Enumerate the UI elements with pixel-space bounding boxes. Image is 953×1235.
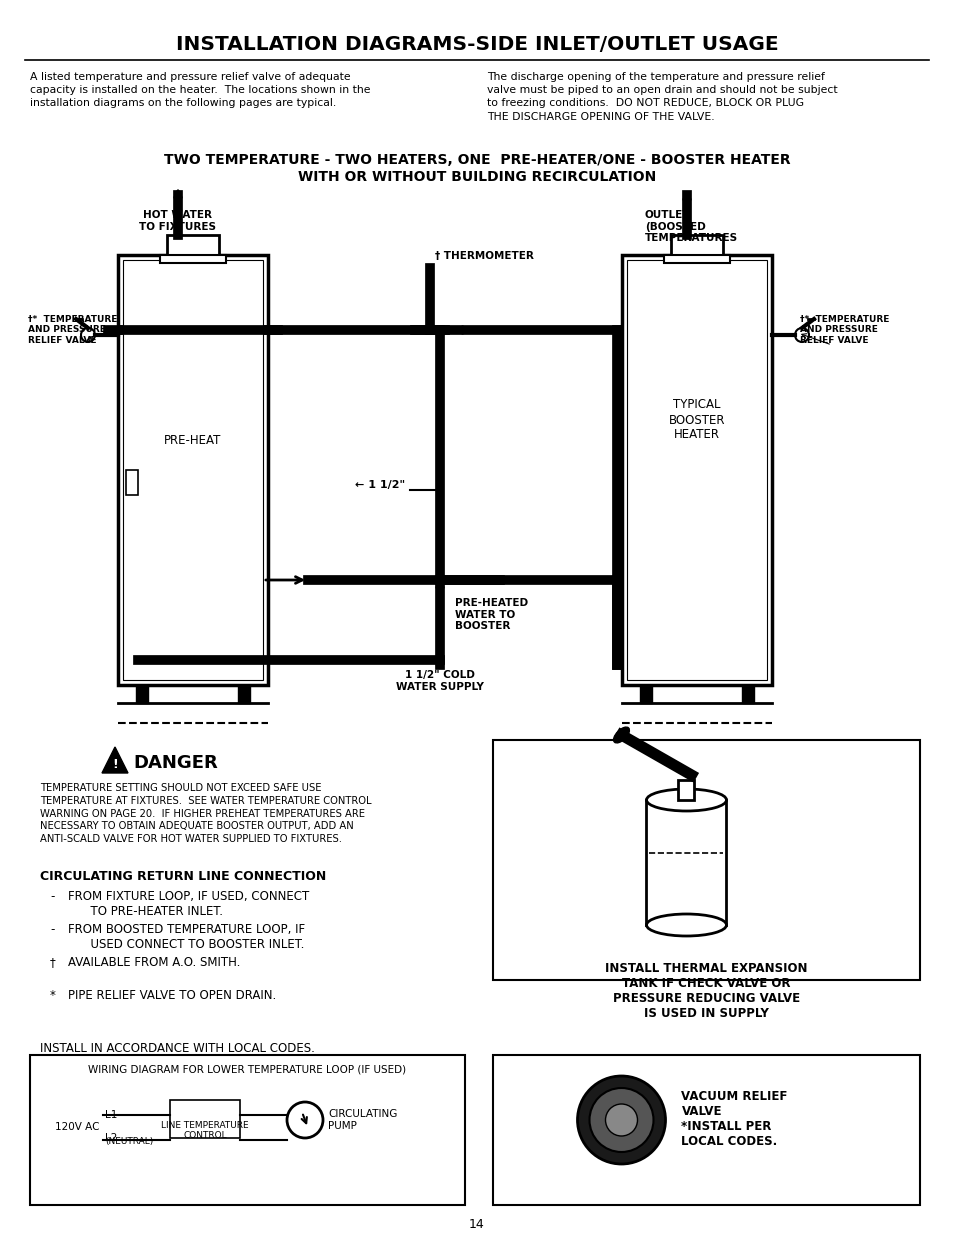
Text: TEMPERATURE SETTING SHOULD NOT EXCEED SAFE USE
TEMPERATURE AT FIXTURES.  SEE WAT: TEMPERATURE SETTING SHOULD NOT EXCEED SA… xyxy=(40,783,371,845)
Circle shape xyxy=(81,329,95,342)
Bar xyxy=(159,254,226,263)
Bar xyxy=(30,1055,464,1205)
Text: INSTALLATION DIAGRAMS-SIDE INLET/OUTLET USAGE: INSTALLATION DIAGRAMS-SIDE INLET/OUTLET … xyxy=(175,36,778,54)
Text: LINE TEMPERATURE
CONTROL: LINE TEMPERATURE CONTROL xyxy=(161,1120,249,1140)
Text: HOT WATER
TO FIXTURES: HOT WATER TO FIXTURES xyxy=(139,210,216,232)
Text: TYPICAL
BOOSTER
HEATER: TYPICAL BOOSTER HEATER xyxy=(668,399,724,441)
Bar xyxy=(639,685,651,703)
Text: INSTALL THERMAL EXPANSION
TANK IF CHECK VALVE OR
PRESSURE REDUCING VALVE
IS USED: INSTALL THERMAL EXPANSION TANK IF CHECK … xyxy=(604,962,807,1020)
Bar xyxy=(663,254,729,263)
Text: 1 1/2" COLD
WATER SUPPLY: 1 1/2" COLD WATER SUPPLY xyxy=(395,671,483,692)
Text: CIRCULATING RETURN LINE CONNECTION: CIRCULATING RETURN LINE CONNECTION xyxy=(40,869,326,883)
Text: †*  TEMPERATURE
AND PRESSURE
RELIEF VALVE: †* TEMPERATURE AND PRESSURE RELIEF VALVE xyxy=(28,315,117,345)
Text: FROM FIXTURE LOOP, IF USED, CONNECT
      TO PRE-HEATER INLET.: FROM FIXTURE LOOP, IF USED, CONNECT TO P… xyxy=(68,890,309,918)
Text: WITH OR WITHOUT BUILDING RECIRCULATION: WITH OR WITHOUT BUILDING RECIRCULATION xyxy=(297,170,656,184)
Circle shape xyxy=(794,329,808,342)
Circle shape xyxy=(577,1076,665,1165)
Bar xyxy=(493,740,919,981)
Text: L1: L1 xyxy=(105,1110,117,1120)
Text: FROM BOOSTED TEMPERATURE LOOP, IF
      USED CONNECT TO BOOSTER INLET.: FROM BOOSTED TEMPERATURE LOOP, IF USED C… xyxy=(68,923,305,951)
Bar xyxy=(621,254,771,685)
Circle shape xyxy=(287,1102,323,1137)
Text: OUTLET
(BOOSTED
TEMPERATURES: OUTLET (BOOSTED TEMPERATURES xyxy=(644,210,738,243)
Text: *: * xyxy=(50,989,56,1002)
Text: ← 1 1/2": ← 1 1/2" xyxy=(355,480,405,490)
Text: TWO TEMPERATURE - TWO HEATERS, ONE  PRE-HEATER/ONE - BOOSTER HEATER: TWO TEMPERATURE - TWO HEATERS, ONE PRE-H… xyxy=(164,153,789,167)
Text: 120V AC: 120V AC xyxy=(55,1123,100,1132)
Bar xyxy=(493,1055,919,1205)
Bar xyxy=(237,685,250,703)
Text: PIPE RELIEF VALVE TO OPEN DRAIN.: PIPE RELIEF VALVE TO OPEN DRAIN. xyxy=(68,989,276,1002)
Bar xyxy=(136,685,148,703)
Text: -: - xyxy=(50,890,54,903)
Text: WIRING DIAGRAM FOR LOWER TEMPERATURE LOOP (IF USED): WIRING DIAGRAM FOR LOWER TEMPERATURE LOO… xyxy=(89,1065,406,1074)
Bar xyxy=(126,471,138,495)
Bar xyxy=(123,261,263,680)
Ellipse shape xyxy=(646,789,726,811)
Text: VACUUM RELIEF
VALVE
*INSTALL PER
LOCAL CODES.: VACUUM RELIEF VALVE *INSTALL PER LOCAL C… xyxy=(680,1091,787,1149)
Text: The discharge opening of the temperature and pressure relief
valve must be piped: The discharge opening of the temperature… xyxy=(486,72,837,121)
Text: L2: L2 xyxy=(105,1132,117,1144)
Text: PRE-HEAT: PRE-HEAT xyxy=(164,433,221,447)
Text: 14: 14 xyxy=(469,1219,484,1231)
Text: †: † xyxy=(50,956,55,969)
Ellipse shape xyxy=(613,727,629,743)
Text: A listed temperature and pressure relief valve of adequate
capacity is installed: A listed temperature and pressure relief… xyxy=(30,72,370,109)
Ellipse shape xyxy=(646,914,726,936)
Bar xyxy=(678,781,694,800)
Bar xyxy=(741,685,753,703)
Bar xyxy=(170,1100,240,1137)
Text: CIRCULATING
PUMP: CIRCULATING PUMP xyxy=(328,1109,397,1131)
Polygon shape xyxy=(102,747,128,773)
Text: !: ! xyxy=(112,758,118,772)
Bar xyxy=(670,235,722,254)
Text: -: - xyxy=(50,923,54,936)
Text: AVAILABLE FROM A.O. SMITH.: AVAILABLE FROM A.O. SMITH. xyxy=(68,956,240,969)
Bar xyxy=(167,235,219,254)
Circle shape xyxy=(605,1104,637,1136)
Text: † THERMOMETER: † THERMOMETER xyxy=(435,251,534,261)
Circle shape xyxy=(589,1088,653,1152)
Text: PRE-HEATED
WATER TO
BOOSTER: PRE-HEATED WATER TO BOOSTER xyxy=(455,598,528,631)
Bar xyxy=(626,261,766,680)
Text: (NEUTRAL): (NEUTRAL) xyxy=(105,1137,153,1146)
Text: DANGER: DANGER xyxy=(132,755,217,772)
Text: INSTALL IN ACCORDANCE WITH LOCAL CODES.: INSTALL IN ACCORDANCE WITH LOCAL CODES. xyxy=(40,1042,314,1055)
Text: †*  TEMPERATURE
AND PRESSURE
RELIEF VALVE: †* TEMPERATURE AND PRESSURE RELIEF VALVE xyxy=(800,315,888,345)
Bar xyxy=(118,254,268,685)
